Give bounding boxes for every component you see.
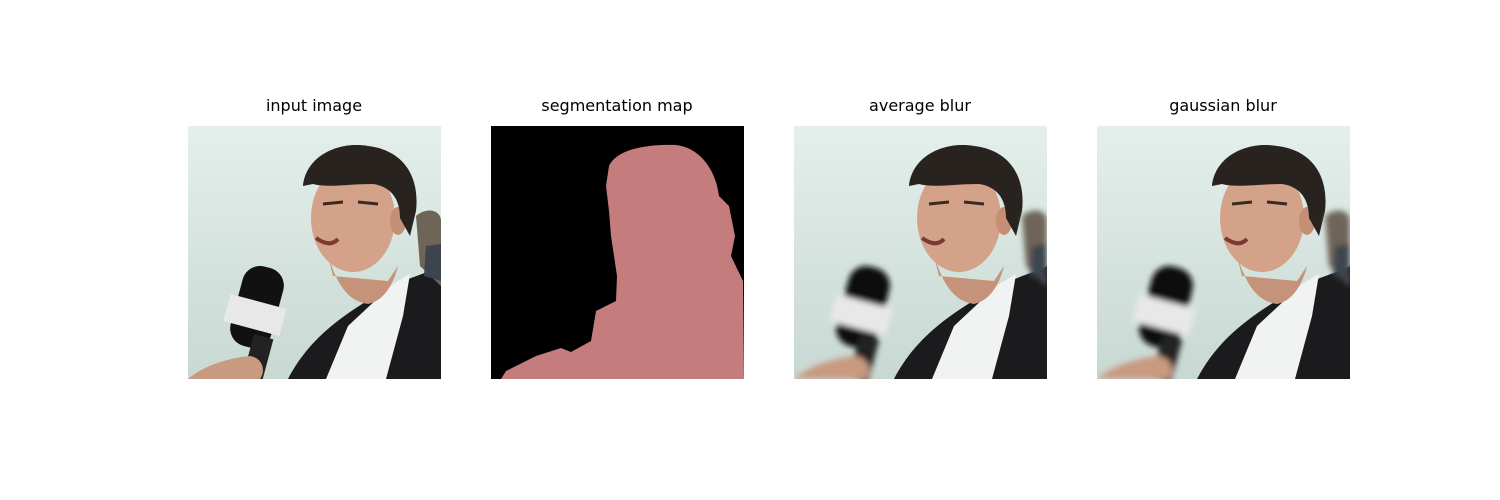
panel-title: input image bbox=[266, 96, 362, 115]
average-blur bbox=[794, 126, 1047, 379]
panel-title: average blur bbox=[869, 96, 971, 115]
panel-title: gaussian blur bbox=[1169, 96, 1277, 115]
person-mask bbox=[501, 144, 744, 379]
input-image bbox=[188, 126, 441, 379]
segmentation-map bbox=[491, 126, 744, 379]
gaussian-blur bbox=[1097, 126, 1350, 379]
panel-title: segmentation map bbox=[541, 96, 692, 115]
